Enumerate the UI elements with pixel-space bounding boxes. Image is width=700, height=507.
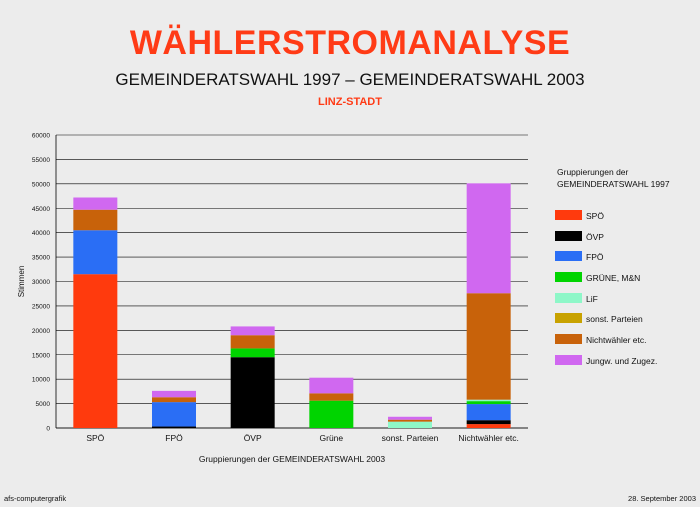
footer-credit: afs-computergrafik (4, 494, 67, 503)
legend-title: Gruppierungen der GEMEINDERATSWAHL 1997 (557, 167, 670, 189)
y-tick-label: 0 (46, 426, 50, 433)
x-tick-label: sonst. Parteien (382, 433, 439, 443)
bar-segment (73, 274, 118, 428)
bar-segment (73, 197, 118, 210)
legend-swatch (555, 354, 582, 365)
y-tick-label: 10000 (32, 377, 50, 384)
bar-segment (230, 357, 275, 428)
x-tick-label: Grüne (320, 433, 344, 443)
bar-segment (466, 293, 511, 400)
legend-swatch (555, 313, 582, 324)
bar-segment (230, 348, 275, 358)
legend-label: GRÜNE, M&N (586, 273, 641, 284)
legend-swatch (555, 230, 582, 241)
y-axis-label: Stimmen (17, 266, 26, 298)
bar-segment (466, 424, 511, 428)
bar-segment (309, 393, 354, 401)
bar-segment (466, 401, 511, 405)
bar-segment (152, 397, 196, 403)
bar-segment (309, 377, 354, 394)
bar-segment (309, 400, 354, 428)
y-tick-label: 5000 (36, 401, 51, 408)
legend-label: FPÖ (586, 252, 604, 263)
y-tick-label: 15000 (32, 352, 50, 359)
y-tick-label: 60000 (32, 133, 50, 140)
y-tick-label: 50000 (32, 181, 50, 188)
x-tick-label: SPÖ (86, 433, 104, 443)
legend-label: LiF (586, 293, 598, 304)
bar-segment (466, 404, 511, 421)
y-tick-label: 45000 (32, 206, 50, 213)
bar-segment (152, 402, 196, 427)
legend-swatch (555, 272, 582, 283)
legend-label: sonst. Parteien (586, 314, 643, 325)
region-label: LINZ-STADT (318, 96, 382, 108)
bar-segment (152, 390, 196, 398)
legend-label: Jungw. und Zugez. (586, 355, 658, 366)
bar-segment (73, 209, 118, 231)
y-tick-label: 40000 (32, 230, 50, 237)
bar-segment (388, 416, 432, 420)
bar-segment (466, 183, 511, 294)
x-tick-label: Nichtwähler etc. (458, 433, 518, 443)
legend-swatch (555, 292, 582, 303)
bar-segment (152, 426, 196, 428)
bar-segment (466, 399, 511, 402)
bar-segment (73, 230, 118, 275)
x-axis-label: Gruppierungen der GEMEINDERATSWAHL 2003 (199, 454, 386, 464)
legend-swatch (555, 210, 582, 220)
bar-segment (230, 326, 275, 336)
y-tick-label: 55000 (32, 157, 50, 164)
chart-subtitle: GEMEINDERATSWAHL 1997 – GEMEINDERATSWAHL… (115, 70, 585, 89)
legend-swatch (555, 251, 582, 262)
y-tick-label: 30000 (32, 279, 50, 286)
bar-segment (388, 421, 432, 428)
bar-segment (388, 419, 432, 422)
bar-segment (230, 335, 275, 349)
x-tick-label: FPÖ (165, 433, 183, 443)
legend-swatch (555, 334, 582, 345)
legend-label: Nichtwähler etc. (586, 335, 647, 346)
bar-segment (466, 420, 511, 425)
y-tick-label: 35000 (32, 255, 50, 262)
chart-title: WÄHLERSTROMANALYSE (129, 24, 571, 62)
y-tick-label: 20000 (32, 328, 50, 335)
legend-label: ÖVP (586, 231, 604, 242)
x-tick-label: ÖVP (244, 433, 262, 443)
legend-label: SPÖ (586, 211, 604, 221)
footer-date: 28. September 2003 (628, 494, 696, 503)
y-tick-label: 25000 (32, 303, 50, 310)
